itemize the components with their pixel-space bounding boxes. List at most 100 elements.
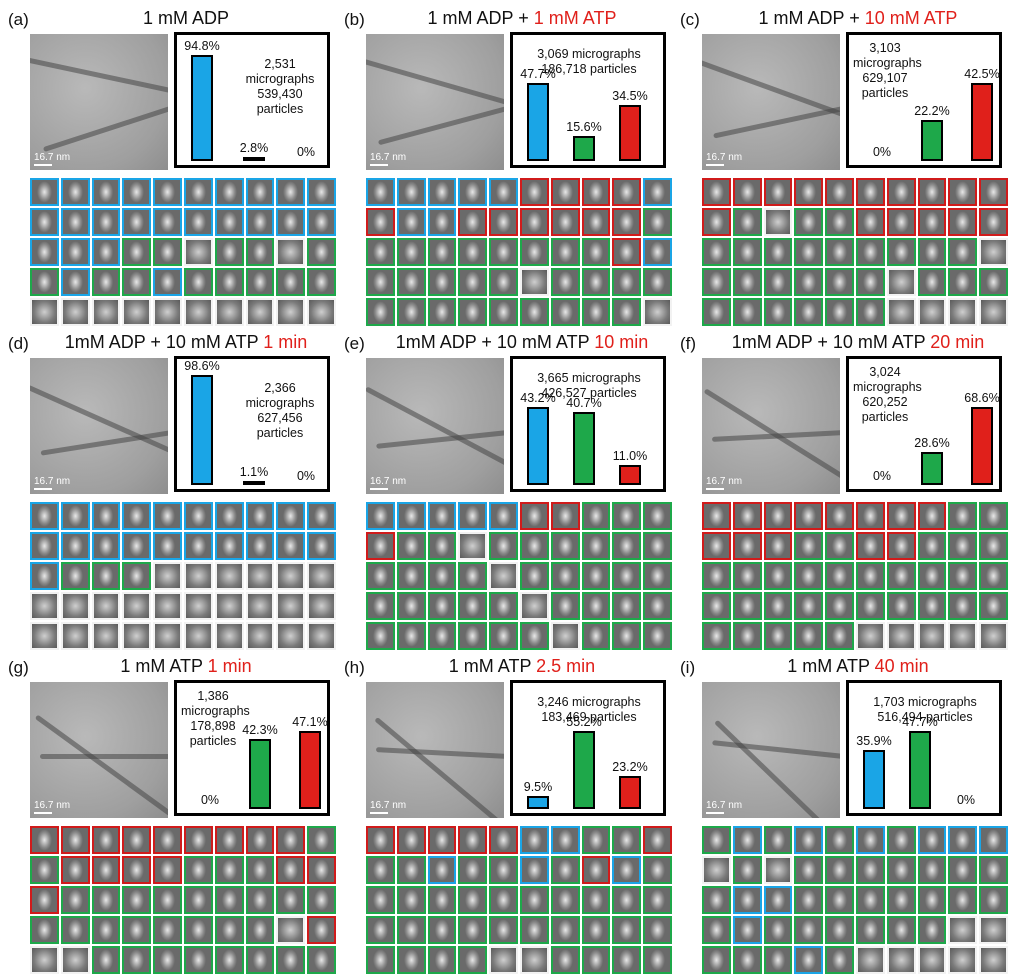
class-average-tile — [702, 238, 731, 266]
class-average-tile — [917, 562, 947, 590]
class-average-tile — [550, 946, 580, 974]
class-average-tile — [396, 268, 426, 296]
class-average-tile — [702, 208, 731, 236]
class-average-tile — [276, 298, 306, 326]
bar-value-label: 35.9% — [856, 734, 892, 749]
class-average-tile — [366, 502, 395, 530]
class-average-tile — [702, 856, 731, 884]
class-average-tile — [979, 238, 1008, 266]
class-average-tile — [519, 886, 549, 914]
class-average-tile — [91, 856, 121, 884]
class-average-tile — [763, 946, 793, 974]
class-distribution-chart: 3,069 micrographs 186,718 particles 47.7% 1… — [510, 32, 666, 168]
title-condition: 1mM ADP + 10 mM ATP — [395, 332, 595, 352]
bar-value-label: 34.5% — [612, 88, 648, 103]
class-average-tile — [276, 238, 306, 266]
class-average-tile — [122, 826, 152, 854]
class-average-tile — [396, 208, 426, 236]
class-average-tile — [855, 502, 885, 530]
class-average-tile — [855, 592, 885, 620]
class-average-tile — [519, 562, 549, 590]
class-average-tile — [214, 238, 244, 266]
class-average-tile — [763, 238, 793, 266]
panel-title: 1mM ADP + 10 mM ATP 20 min — [706, 332, 1010, 353]
micrograph-image: 16.7 nm — [366, 682, 504, 818]
class-average-tile — [702, 532, 731, 560]
class-average-tile — [519, 268, 549, 296]
class-average-tile — [122, 268, 152, 296]
title-highlight: 1 mM ATP — [533, 8, 617, 28]
class-average-tile — [886, 502, 916, 530]
class-average-tile — [366, 622, 395, 650]
bar-red — [619, 776, 641, 809]
class-average-tile — [612, 622, 642, 650]
bar-blue — [863, 750, 885, 809]
class-average-tile — [702, 622, 731, 650]
micrograph-image: 16.7 nm — [702, 358, 840, 494]
class-average-tile — [245, 238, 275, 266]
class-average-tile — [825, 826, 854, 854]
class-average-tile — [396, 298, 426, 326]
class-average-tile — [612, 208, 642, 236]
class-average-tile — [612, 856, 642, 884]
stats-line: 3,246 micrographs — [537, 695, 641, 709]
class-average-tile — [183, 502, 213, 530]
class-average-tile — [581, 946, 611, 974]
scale-bar-line — [370, 812, 388, 814]
stats-line: 426,527 particles — [541, 386, 637, 400]
class-average-tile — [612, 502, 642, 530]
class-average-tile — [643, 298, 672, 326]
dataset-stats: 1,386 micrographs 178,898 particles — [181, 689, 250, 749]
panel-d: (d) 1mM ADP + 10 mM ATP 1 min 16.7 nm 2,366… — [8, 330, 338, 650]
stats-line: micrographs — [181, 704, 250, 718]
class-distribution-chart: 1,386 micrographs 178,898 particles 0% 42.3% 4… — [174, 680, 330, 816]
class-average-tile — [612, 298, 642, 326]
class-average-tile — [519, 208, 549, 236]
class-average-tile — [917, 946, 947, 974]
class-average-tile — [396, 946, 426, 974]
class-average-tile — [855, 916, 885, 944]
bar-value-label: 47.7% — [902, 715, 938, 729]
class-average-tile — [245, 946, 275, 974]
panel-title: 1 mM ATP 40 min — [706, 656, 1010, 677]
class-average-tile — [307, 502, 336, 530]
class-average-tile — [122, 208, 152, 236]
class-average-tile — [276, 532, 306, 560]
dataset-stats: 3,069 micrographs 186,718 particles — [517, 47, 661, 77]
class-average-tile — [581, 622, 611, 650]
class-average-tile — [427, 178, 457, 206]
stats-line: 178,898 — [190, 719, 236, 733]
class-average-tile — [183, 946, 213, 974]
class-average-tile — [60, 592, 90, 620]
class-average-tile — [825, 592, 854, 620]
class-average-tile — [855, 886, 885, 914]
class-average-tile — [276, 946, 306, 974]
class-average-tile — [948, 268, 978, 296]
class-average-tile — [763, 622, 793, 650]
class-average-tile — [732, 298, 762, 326]
class-average-tile — [979, 886, 1008, 914]
class-average-tile — [91, 946, 121, 974]
class-average-tile — [30, 916, 59, 944]
class-average-tile — [794, 946, 824, 974]
class-average-tile — [427, 826, 457, 854]
filament — [712, 740, 840, 761]
class-average-tile — [643, 208, 672, 236]
panel-e: (e) 1mM ADP + 10 mM ATP 10 min 16.7 nm 3,66… — [344, 330, 674, 650]
class-average-tile — [794, 502, 824, 530]
class-average-tile — [458, 856, 488, 884]
class-average-grid — [702, 178, 1008, 326]
class-average-tile — [366, 238, 395, 266]
class-average-tile — [643, 178, 672, 206]
class-average-tile — [276, 592, 306, 620]
class-average-tile — [30, 238, 59, 266]
title-highlight: 1 min — [207, 656, 252, 676]
class-average-tile — [489, 178, 518, 206]
panel-label: (h) — [344, 658, 365, 677]
bar-value-label: 40.7% — [566, 395, 602, 410]
class-average-tile — [427, 502, 457, 530]
class-average-tile — [458, 826, 488, 854]
class-average-grid — [366, 826, 672, 974]
class-average-tile — [276, 562, 306, 590]
class-average-tile — [855, 268, 885, 296]
